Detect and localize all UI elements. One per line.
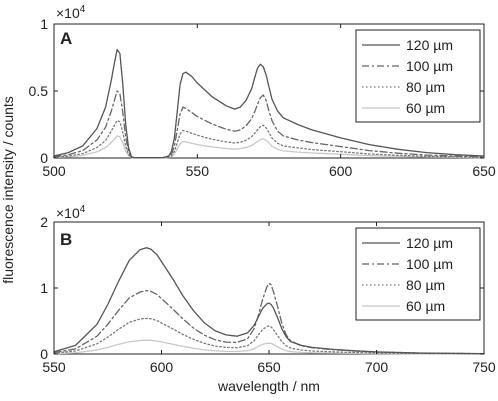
panel-a-exponent: ×104 [56, 4, 86, 21]
panel-a-series-line-3 [53, 135, 485, 159]
panel-b-x-tick-label: 700 [365, 359, 389, 375]
panel-b-label: B [60, 230, 72, 249]
panel-b-series-line-0 [53, 247, 485, 355]
panel-a-legend-label-0: 120 µm [406, 37, 453, 53]
x-axis-label: wavelength / nm [217, 378, 320, 394]
panel-a-x-tick-label: 600 [329, 163, 353, 179]
panel-a-x-tick-label: 550 [186, 163, 210, 179]
panel-a-legend-label-3: 60 µm [406, 100, 445, 116]
panel-b-exponent: ×104 [56, 204, 86, 221]
panel-b-legend-label-0: 120 µm [406, 235, 453, 251]
panel-a-y-tick-label: 0.5 [29, 83, 49, 99]
panel-a-legend-label-1: 100 µm [406, 58, 453, 74]
panel-a-label: A [60, 29, 72, 48]
panel-a-series-lines [53, 48, 485, 159]
y-axis-label: fluorescence intensity / counts [0, 96, 16, 284]
panel-a-x-tick-label: 650 [472, 163, 496, 179]
panel-b-series-line-3 [53, 339, 485, 355]
panel-b-legend-label-1: 100 µm [406, 256, 453, 272]
panel-b-legend-label-2: 80 µm [406, 277, 445, 293]
panel-a-legend-label-2: 80 µm [406, 79, 445, 95]
panel-b-ticks: 550 600 650 700 750 0 1 2 [40, 214, 496, 375]
panel-a-series-line-2 [53, 119, 485, 159]
panel-b-x-tick-label: 650 [257, 359, 281, 375]
panel-b-series-lines [53, 247, 485, 355]
panel-b-series-line-1 [53, 282, 485, 355]
panel-a: ×104 500 550 600 650 0 0.5 1 A 120 µm 100 µm 80 … [29, 4, 496, 179]
panel-b-x-tick-label: 550 [42, 359, 66, 375]
panel-a-x-tick-label: 500 [42, 163, 66, 179]
panel-b-series-line-2 [53, 317, 485, 355]
panel-a-ticks: 500 550 600 650 0 0.5 1 [29, 16, 496, 179]
panel-a-series-line-0 [53, 48, 485, 159]
panel-b-y-tick-label: 2 [40, 214, 48, 230]
panel-b: ×104 550 600 650 700 750 0 1 2 B 120 µm 100 µm 80… [40, 204, 496, 375]
panel-b-x-tick-label: 750 [472, 359, 496, 375]
panel-b-legend-label-3: 60 µm [406, 298, 445, 314]
panel-a-y-tick-label: 0 [40, 150, 48, 166]
panel-b-legend: 120 µm 100 µm 80 µm 60 µm [355, 227, 481, 321]
panel-b-x-tick-label: 600 [150, 359, 174, 375]
panel-b-y-tick-label: 0 [40, 346, 48, 362]
panel-a-series-line-1 [53, 90, 485, 159]
panel-a-y-tick-label: 1 [40, 16, 48, 32]
panel-b-y-tick-label: 1 [40, 280, 48, 296]
panel-a-legend: 120 µm 100 µm 80 µm 60 µm [355, 29, 481, 123]
